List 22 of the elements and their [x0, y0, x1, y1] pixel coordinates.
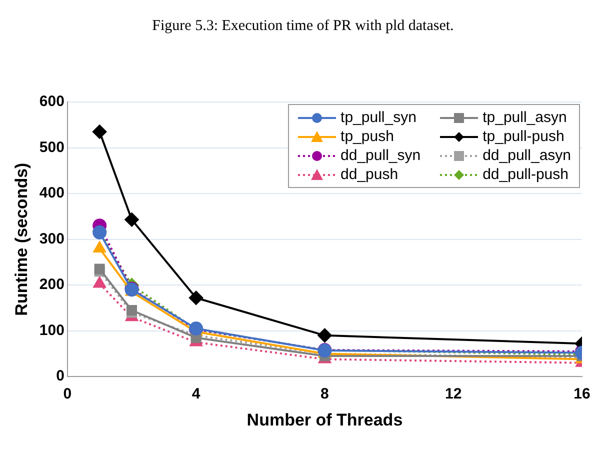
y-tick-label: 600: [39, 93, 64, 110]
y-tick-label: 100: [39, 322, 64, 339]
y-tick-label: 500: [39, 138, 64, 156]
x-axis-title: Number of Threads: [246, 410, 403, 430]
x-tick-label: 16: [574, 386, 590, 403]
y-tick-label: 0: [56, 368, 64, 385]
y-axis-title: Runtime (seconds): [12, 162, 31, 316]
y-tick-label: 200: [39, 276, 64, 294]
legend-label: dd_pull-push: [482, 166, 568, 183]
legend-label: tp_pull_syn: [340, 109, 416, 126]
legend-label: dd_push: [340, 166, 398, 183]
chart-title: Figure 5.3: Execution time of PR with pld dataset.: [151, 18, 455, 36]
x-tick-label: 4: [192, 386, 201, 403]
legend-label: tp_pull-push: [482, 128, 564, 145]
x-tick-label: 8: [320, 386, 329, 403]
legend-label: tp_pull_asyn: [482, 109, 567, 126]
legend-label: dd_pull_syn: [340, 147, 421, 164]
legend-label: tp_push: [340, 128, 394, 145]
legend-label: dd_pull_asyn: [482, 147, 571, 164]
y-tick-label: 400: [39, 184, 64, 202]
y-tick-label: 300: [39, 230, 64, 248]
x-tick-label: 12: [445, 386, 462, 403]
